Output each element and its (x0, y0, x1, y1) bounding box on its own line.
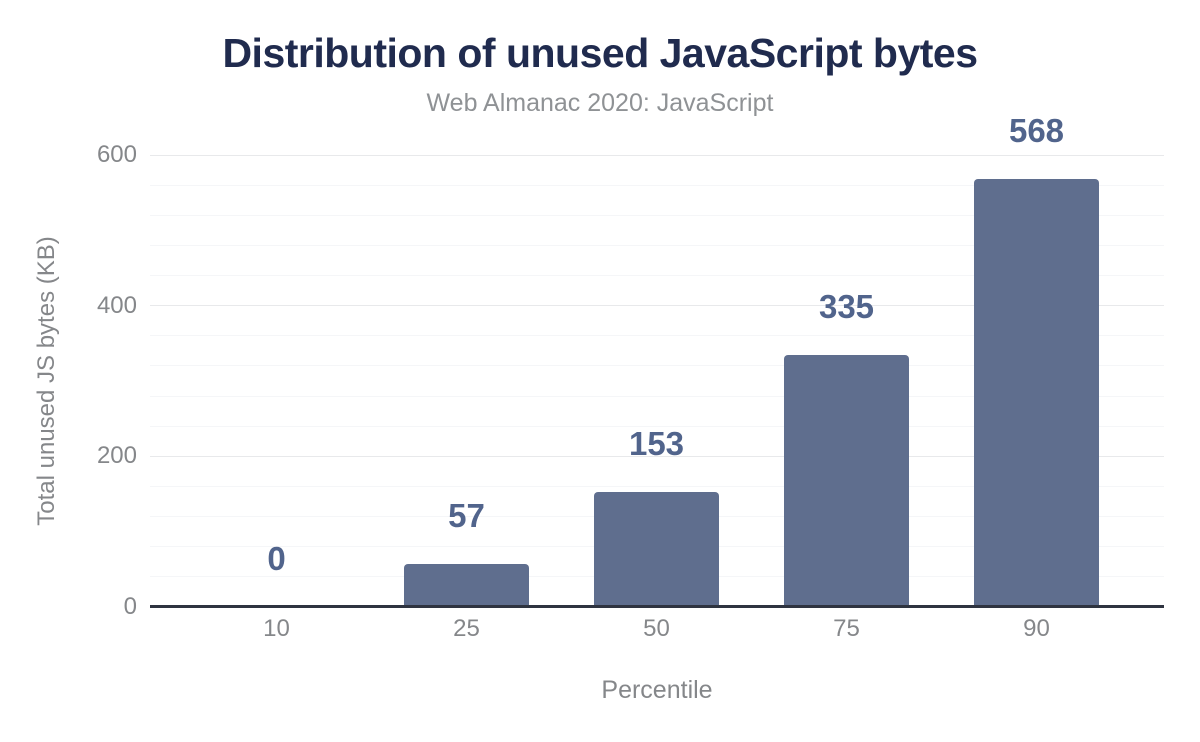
gridline-major (150, 455, 1164, 457)
chart-subtitle: Web Almanac 2020: JavaScript (426, 89, 774, 117)
gridline-minor (150, 244, 1164, 246)
gridline-minor (150, 485, 1164, 487)
y-tick-label: 200 (96, 442, 137, 470)
y-axis-title: Total unused JS bytes (KB) (33, 236, 60, 526)
bar-p90[interactable] (974, 179, 1099, 607)
gridline-minor (150, 365, 1164, 367)
bar-value-label: 335 (818, 287, 875, 325)
x-axis-baseline (150, 605, 1164, 608)
x-axis-title: Percentile (601, 676, 713, 704)
y-tick-label: 0 (123, 593, 137, 620)
bar-value-label: 568 (1008, 112, 1065, 150)
gridline-minor (150, 335, 1164, 337)
chart-title: Distribution of unused JavaScript bytes (222, 30, 978, 76)
bar-p25[interactable] (404, 564, 529, 607)
gridline-minor (150, 214, 1164, 216)
gridline-major (150, 154, 1164, 156)
x-tick-label: 50 (643, 615, 670, 642)
x-tick-label: 90 (1023, 615, 1050, 642)
gridline-major (150, 305, 1164, 307)
y-tick-label: 400 (96, 291, 137, 319)
x-tick-label: 25 (453, 615, 480, 642)
gridline-minor (150, 425, 1164, 427)
plot-area: 0 57 153 335 568 (150, 114, 1164, 608)
bar-value-label: 0 (267, 540, 286, 577)
x-tick-label: 75 (833, 615, 860, 642)
gridline-minor (150, 395, 1164, 397)
x-tick-label: 10 (263, 615, 290, 642)
bar-value-label: 57 (448, 497, 485, 535)
bar-value-label: 153 (628, 424, 685, 462)
bar-p50[interactable] (594, 491, 719, 607)
y-tick-label: 600 (96, 141, 137, 168)
bar-p75[interactable] (784, 354, 909, 607)
gridline-minor (150, 184, 1164, 186)
gridline-minor (150, 275, 1164, 277)
